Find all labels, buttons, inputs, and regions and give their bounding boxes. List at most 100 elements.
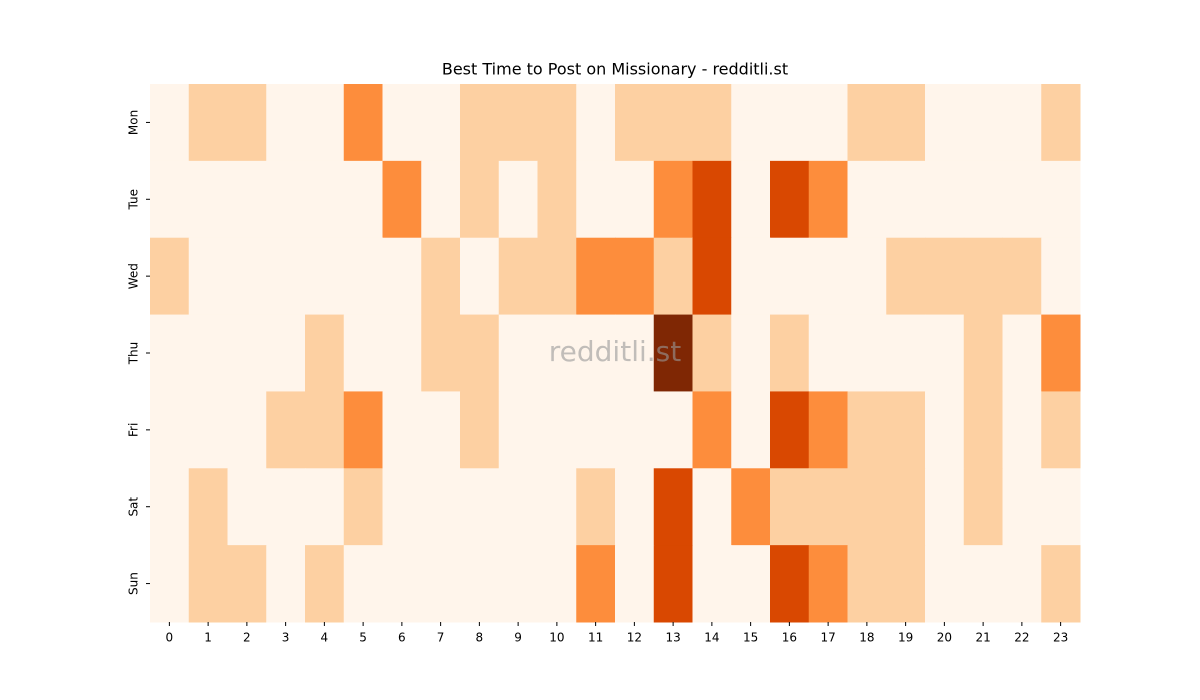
x-tick-label: 10 (549, 631, 564, 645)
heat-cell (305, 314, 345, 392)
heat-cell (731, 237, 771, 316)
heat-cell (653, 468, 693, 546)
heat-cell (537, 545, 577, 623)
chart-title: Best Time to Post on Missionary - reddit… (442, 60, 788, 79)
heat-cell (343, 391, 383, 469)
heat-cell (653, 84, 693, 162)
heat-cell (963, 468, 1003, 546)
heat-cell (498, 84, 538, 162)
heat-cell (1002, 545, 1042, 623)
heat-cell (925, 84, 965, 162)
heat-cell (460, 84, 500, 162)
heat-cell (188, 314, 228, 392)
heat-cell (847, 468, 887, 546)
heat-cell (421, 391, 461, 469)
heat-cell (188, 84, 228, 162)
heat-cell (537, 160, 577, 239)
heat-cell (886, 468, 926, 546)
heat-cell (343, 468, 383, 546)
heat-cell (537, 237, 577, 316)
heat-cell (227, 160, 267, 239)
heat-cell (421, 468, 461, 546)
heat-cell (731, 160, 771, 239)
heat-cell (382, 84, 422, 162)
y-tick-label: Sun (127, 572, 141, 595)
heat-cell (963, 84, 1003, 162)
heat-cell (1041, 84, 1081, 162)
heat-cell (808, 237, 848, 316)
heat-cell (615, 468, 655, 546)
heat-cell (731, 545, 771, 623)
heat-cell (731, 391, 771, 469)
heat-cell (653, 237, 693, 316)
x-tick-label: 17 (820, 631, 835, 645)
heat-cell (537, 468, 577, 546)
heat-cell (227, 545, 267, 623)
heat-cell (692, 160, 732, 239)
heat-cell (615, 160, 655, 239)
heat-cell (1041, 545, 1081, 623)
heat-cell (692, 468, 732, 546)
x-tick-label: 15 (743, 631, 758, 645)
heat-cell (1002, 314, 1042, 392)
heat-cell (925, 545, 965, 623)
heat-cell (847, 391, 887, 469)
heat-cell (266, 160, 306, 239)
heat-cell (382, 314, 422, 392)
heat-cell (343, 84, 383, 162)
x-tick-label: 20 (937, 631, 952, 645)
heat-cell (382, 391, 422, 469)
heat-cell (692, 545, 732, 623)
heat-cell (653, 314, 693, 392)
heat-cell (731, 84, 771, 162)
heat-cell (692, 314, 732, 392)
heat-cell (343, 237, 383, 316)
heat-cell (498, 314, 538, 392)
heat-cell (150, 237, 190, 316)
x-tick-label: 2 (243, 631, 251, 645)
heat-cell (615, 314, 655, 392)
heat-cell (150, 545, 190, 623)
heat-cell (537, 391, 577, 469)
heat-cell (227, 84, 267, 162)
heat-cell (188, 468, 228, 546)
heat-cell (460, 237, 500, 316)
heat-cell (808, 314, 848, 392)
x-tick-label: 0 (166, 631, 174, 645)
heat-cell (692, 84, 732, 162)
heat-cell (808, 468, 848, 546)
heat-cell (615, 237, 655, 316)
heat-cell (1041, 160, 1081, 239)
heat-cell (731, 314, 771, 392)
heat-cell (537, 84, 577, 162)
heat-cell (537, 314, 577, 392)
heat-cell (460, 545, 500, 623)
y-tick-label: Thu (127, 342, 141, 366)
heat-cell (576, 237, 616, 316)
heat-cell (886, 160, 926, 239)
heat-cell (421, 84, 461, 162)
y-tick-label: Mon (127, 110, 141, 135)
heat-cell (925, 468, 965, 546)
heat-cell (266, 545, 306, 623)
heat-cell (421, 545, 461, 623)
x-tick-label: 4 (321, 631, 329, 645)
heat-cell (770, 160, 810, 239)
heat-cell (460, 391, 500, 469)
heat-cell (886, 237, 926, 316)
heat-cell (963, 314, 1003, 392)
heat-cell (886, 545, 926, 623)
heat-cell (770, 237, 810, 316)
x-tick-label: 23 (1053, 631, 1068, 645)
x-tick-label: 21 (975, 631, 990, 645)
heat-cell (188, 545, 228, 623)
heat-cell (615, 391, 655, 469)
heat-cell (1002, 84, 1042, 162)
heat-cell (770, 391, 810, 469)
heat-cell (382, 545, 422, 623)
x-tick-label: 13 (665, 631, 680, 645)
heat-cell (886, 391, 926, 469)
heat-cell (188, 237, 228, 316)
heat-cell (305, 391, 345, 469)
heat-cell (227, 468, 267, 546)
